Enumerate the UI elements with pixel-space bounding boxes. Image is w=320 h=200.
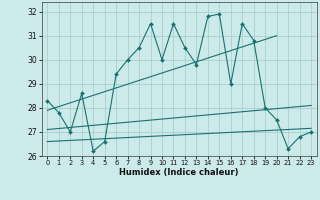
X-axis label: Humidex (Indice chaleur): Humidex (Indice chaleur) — [119, 168, 239, 177]
